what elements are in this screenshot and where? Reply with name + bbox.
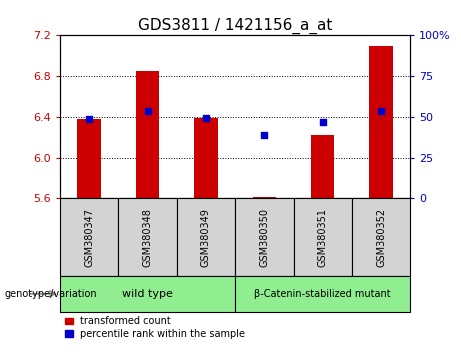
Bar (77, 119, 101, 198)
Point (378, 108, 385, 114)
Text: GSM380351: GSM380351 (318, 208, 328, 267)
Bar (194, 118, 218, 198)
Bar (136, 71, 159, 198)
Text: GSM380350: GSM380350 (259, 208, 269, 267)
Text: wild type: wild type (122, 289, 173, 299)
Text: GSM380349: GSM380349 (201, 208, 211, 267)
Legend: transformed count, percentile rank within the sample: transformed count, percentile rank withi… (65, 316, 245, 339)
Bar (177, 198, 235, 276)
Point (319, 119, 326, 125)
Point (260, 132, 268, 138)
Bar (118, 198, 177, 276)
Point (202, 115, 210, 121)
Bar (60, 276, 235, 312)
Text: GSM380347: GSM380347 (84, 208, 94, 267)
Bar (253, 197, 276, 198)
Text: GSM380348: GSM380348 (142, 208, 153, 267)
Bar (60, 198, 118, 276)
Title: GDS3811 / 1421156_a_at: GDS3811 / 1421156_a_at (138, 18, 332, 34)
Bar (294, 198, 352, 276)
Point (85, 116, 93, 122)
Bar (235, 276, 410, 312)
Text: β-Catenin-stabilized mutant: β-Catenin-stabilized mutant (254, 289, 391, 299)
Bar (369, 46, 393, 198)
Bar (235, 198, 294, 276)
Text: genotype/variation: genotype/variation (5, 289, 97, 299)
Bar (352, 198, 410, 276)
Bar (311, 135, 334, 198)
Point (144, 108, 151, 114)
Text: GSM380352: GSM380352 (376, 207, 386, 267)
